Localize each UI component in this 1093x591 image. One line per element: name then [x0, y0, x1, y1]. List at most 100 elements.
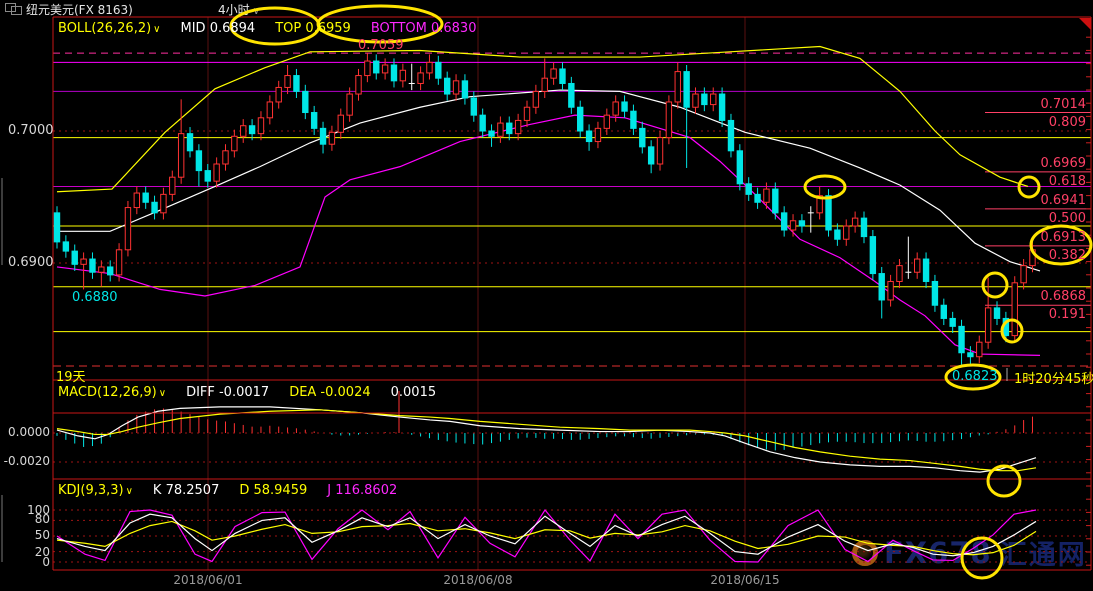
kdj-axis-label: 0: [42, 555, 50, 569]
candle-up: [169, 176, 176, 195]
fib-price-label: 0.6868: [1040, 289, 1087, 305]
candle-down: [62, 241, 70, 252]
candle-up: [337, 114, 344, 133]
fib-ratio-label: 0.618: [1048, 173, 1086, 189]
macd-indicator-dropdown[interactable]: MACD(12,26,9) ∨: [58, 385, 167, 400]
chevron-down-icon: ∨: [153, 24, 161, 35]
macd-header: MACD(12,26,9) ∨ DIFF -0.0017 DEA -0.0024 …: [58, 385, 436, 400]
kdj-indicator-dropdown[interactable]: KDJ(9,3,3) ∨: [58, 483, 133, 498]
macd-diff-value: DIFF -0.0017: [186, 385, 270, 400]
kdj-axis-label: 100: [27, 503, 50, 517]
kdj-axis-label: 50: [34, 528, 50, 542]
candle-up: [710, 93, 717, 106]
candle-up: [594, 127, 602, 143]
candle-down: [151, 201, 158, 214]
kdj-k-line: [56, 513, 1037, 557]
candle-up: [364, 60, 371, 77]
candle-up: [231, 135, 238, 152]
candle-down: [107, 266, 114, 276]
fib-high-price-label: 0.7059: [358, 38, 404, 53]
candle-down: [373, 60, 380, 74]
candle-up: [1020, 265, 1027, 284]
fib-ratio-label: 0.809: [1048, 114, 1086, 130]
days-remaining-label: 19天: [56, 370, 86, 385]
boll-middle-band: [57, 89, 1041, 272]
candle-countdown-timer: 1时20分45秒: [1014, 372, 1093, 387]
candlestick-series: [53, 53, 1036, 365]
candle-up: [692, 93, 699, 108]
boll-mid-value: MID 0.6894: [180, 21, 256, 36]
candle-down: [186, 133, 194, 152]
boll-upper-band: [56, 45, 1029, 193]
candle-down: [878, 273, 885, 301]
candle-up: [887, 280, 894, 301]
highlight-circle-annotation: [1029, 224, 1093, 266]
candle-down: [461, 80, 469, 99]
fib-ratio-label: 0.191: [1048, 307, 1086, 323]
macd-diff-line: [56, 406, 1037, 473]
candle-down: [727, 119, 735, 152]
candle-up: [133, 192, 141, 209]
candle-up: [665, 101, 673, 139]
candle-down: [470, 97, 477, 116]
chevron-down-icon: ∨: [252, 6, 260, 17]
boll-indicator-dropdown[interactable]: BOLL(26,26,2) ∨: [58, 21, 161, 36]
highlight-circle-annotation: [316, 4, 444, 44]
candle-down: [621, 101, 628, 112]
candle-down: [825, 195, 832, 231]
fib-ratio-label: 0.382: [1048, 247, 1086, 263]
fib-price-label: 0.6969: [1040, 155, 1087, 171]
candle-up: [913, 258, 921, 273]
candle-up: [266, 101, 274, 119]
highlight-circle-annotation: [1017, 175, 1041, 199]
candle-down: [834, 229, 841, 240]
macd-axis-label: -0.0020: [3, 454, 50, 468]
candle-up: [426, 61, 433, 74]
candle-down: [639, 127, 646, 148]
candle-up: [541, 77, 548, 92]
fib-ratio-label: 0.500: [1048, 210, 1086, 226]
candle-down: [701, 93, 708, 106]
candle-down: [967, 352, 974, 358]
candle-down: [745, 183, 752, 195]
candle-up: [656, 137, 664, 165]
candle-up: [417, 72, 424, 84]
macd-dea-line: [56, 409, 1037, 472]
candle-up: [160, 193, 167, 214]
candle-down: [435, 61, 442, 79]
candle-down: [869, 236, 877, 275]
candle-down: [506, 122, 513, 135]
highlight-circle-annotation: [944, 363, 1002, 391]
kdj-k-value: K 78.2507: [152, 483, 220, 498]
candle-up: [984, 307, 992, 343]
candle-down: [940, 304, 947, 319]
candle-up: [789, 220, 797, 231]
candle-down: [780, 212, 788, 231]
candle-up: [399, 69, 407, 82]
fib-price-label: 0.6913: [1040, 229, 1087, 245]
highlight-circle-annotation: [960, 536, 1004, 580]
symbol-title: 纽元美元(FX 8163): [26, 3, 133, 17]
candle-up: [257, 117, 265, 135]
candle-down: [71, 250, 78, 265]
candle-up: [80, 258, 87, 265]
kdj-header: KDJ(9,3,3) ∨ K 78.2507 D 58.9459 J 116.86…: [58, 483, 397, 498]
highlight-circle-annotation: [1000, 318, 1024, 344]
candle-down: [53, 212, 61, 243]
x-axis-date-label: 2018/06/08: [443, 573, 513, 587]
candle-up: [355, 75, 362, 95]
candle-down: [142, 192, 149, 203]
corner-marker: [1079, 18, 1091, 30]
candle-down: [568, 82, 575, 108]
candle-up: [177, 133, 185, 178]
candle-up: [452, 80, 460, 95]
candle-up: [98, 266, 105, 273]
x-axis-date-label: 2018/06/01: [173, 573, 243, 587]
highlight-circle-annotation: [803, 174, 847, 200]
candle-up: [843, 225, 850, 240]
x-axis-date-label: 2018/06/15: [710, 573, 780, 587]
candle-up: [612, 101, 619, 116]
candle-down: [390, 64, 398, 82]
